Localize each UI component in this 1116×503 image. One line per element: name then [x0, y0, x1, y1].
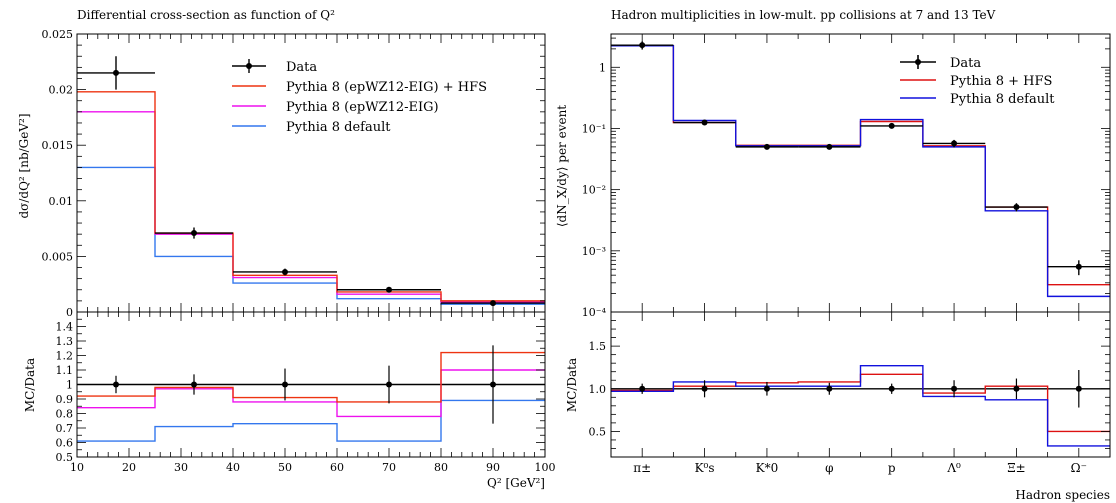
right-legend-data-label: Data [950, 56, 981, 71]
right-chart-title: Hadron multiplicities in low-mult. pp co… [611, 8, 996, 22]
right-ratio-tick-label: 1.5 [589, 340, 607, 353]
right-ratio-point [951, 385, 958, 392]
right-x-tick-label: K⁰s [695, 461, 715, 475]
left-ratio-point [282, 381, 288, 388]
left-ratio-tick-label: 0.6 [56, 437, 74, 450]
left-ratio-tick-label: 0.7 [56, 422, 74, 435]
right-ratio-point [826, 385, 833, 392]
left-ratio-point [386, 381, 392, 388]
right-legend-label: Pythia 8 + HFS [950, 74, 1052, 89]
left-y-tick-label: 0.025 [42, 28, 74, 41]
right-y-tick-label: 10⁻² [582, 184, 606, 197]
right-data-point [639, 42, 646, 49]
right-series-line [611, 45, 1110, 298]
left-x-tick-label: 100 [535, 461, 556, 474]
left-ratio-tick-label: 0.9 [56, 393, 74, 406]
left-legend-data-marker [246, 63, 252, 69]
left-data-point [386, 286, 392, 293]
left-x-axis-label: Q² [GeV²] [487, 476, 545, 490]
left-ratio-tick-label: 1.4 [56, 321, 74, 334]
left-x-tick-label: 60 [330, 461, 344, 474]
right-x-tick-label: Ω⁻ [1071, 461, 1087, 475]
right-ratio-point [1013, 385, 1020, 392]
right-ratio-tick-label: 1.0 [589, 383, 607, 396]
left-y-tick-label: 0 [66, 306, 73, 319]
left-y-tick-label: 0.015 [42, 139, 74, 152]
right-ratio-point [888, 385, 895, 392]
right-data-point [888, 122, 895, 129]
left-ratio-line [77, 369, 545, 418]
right-data-point [1013, 204, 1020, 211]
left-x-tick-label: 50 [278, 461, 292, 474]
right-ratio-tick-label: 0.5 [589, 425, 607, 438]
left-x-tick-label: 40 [226, 461, 240, 474]
left-legend-label: Pythia 8 default [286, 120, 391, 135]
right-ratio-point [701, 385, 708, 392]
right-x-tick-label: p [888, 461, 896, 475]
right-y-axis-label: ⟨dN_X/dy⟩ per event [555, 105, 569, 227]
right-y-tick-label: 1 [599, 61, 606, 74]
right-x-axis-label: Hadron species [1015, 488, 1110, 502]
right-y-tick-label: 10⁻¹ [582, 122, 606, 135]
right-legend-label: Pythia 8 default [950, 92, 1055, 107]
left-data-point [282, 268, 288, 275]
left-ratio-tick-label: 0.8 [56, 408, 74, 421]
right-ratio-point [639, 385, 646, 392]
right-data-point [951, 140, 958, 147]
right-ratio-point [1075, 385, 1082, 392]
left-ratio-tick-label: 1 [66, 379, 73, 392]
left-ratio-point [191, 381, 197, 388]
left-data-point [113, 69, 119, 76]
left-x-tick-label: 80 [434, 461, 448, 474]
left-chart-title: Differential cross-section as function o… [77, 8, 335, 22]
left-series-line [77, 166, 545, 305]
right-y-tick-label: 10⁻⁴ [582, 306, 607, 319]
left-y-axis-label: dσ/dQ² [nb/GeV²] [17, 113, 31, 218]
left-ratio-point [113, 381, 119, 388]
left-series-line [77, 111, 545, 303]
left-ratio-tick-label: 0.5 [56, 451, 74, 464]
left-x-tick-label: 90 [486, 461, 500, 474]
left-ratio-tick-label: 1.2 [56, 350, 74, 363]
right-x-tick-label: Ξ± [1007, 461, 1026, 475]
left-x-tick-label: 10 [70, 461, 84, 474]
left-legend-label: Pythia 8 (epWZ12-EIG) [286, 100, 439, 115]
left-y-tick-label: 0.01 [49, 195, 74, 208]
left-legend-data-label: Data [286, 60, 317, 75]
left-ratio-tick-label: 1.3 [56, 335, 74, 348]
left-data-point [191, 230, 197, 237]
left-y-tick-label: 0.005 [42, 250, 74, 263]
left-x-tick-label: 70 [382, 461, 396, 474]
right-x-tick-label: φ [825, 461, 833, 475]
right-y-tick-label: 10⁻³ [582, 245, 606, 258]
left-x-tick-label: 20 [122, 461, 136, 474]
left-x-tick-label: 30 [174, 461, 188, 474]
left-ratio-line [77, 351, 545, 403]
right-x-tick-label: K*0 [756, 461, 779, 475]
left-y-tick-label: 0.02 [49, 84, 74, 97]
left-ratio-axis-label: MC/Data [23, 358, 37, 412]
right-legend-data-marker [915, 59, 921, 65]
left-ratio-tick-label: 1.1 [56, 364, 74, 377]
right-data-point [1075, 263, 1082, 270]
left-ratio-point [490, 381, 496, 388]
right-ratio-axis-label: MC/Data [565, 358, 579, 412]
left-legend-label: Pythia 8 (epWZ12-EIG) + HFS [286, 80, 487, 95]
right-data-point [701, 119, 708, 126]
left-main-frame [76, 33, 546, 313]
right-data-point [763, 143, 770, 150]
right-ratio-line [611, 365, 1110, 447]
right-data-point [826, 143, 833, 150]
right-x-tick-label: Λ⁰ [946, 461, 961, 475]
right-ratio-point [763, 385, 770, 392]
right-x-tick-label: π± [633, 461, 651, 475]
left-ratio-line [77, 399, 545, 442]
